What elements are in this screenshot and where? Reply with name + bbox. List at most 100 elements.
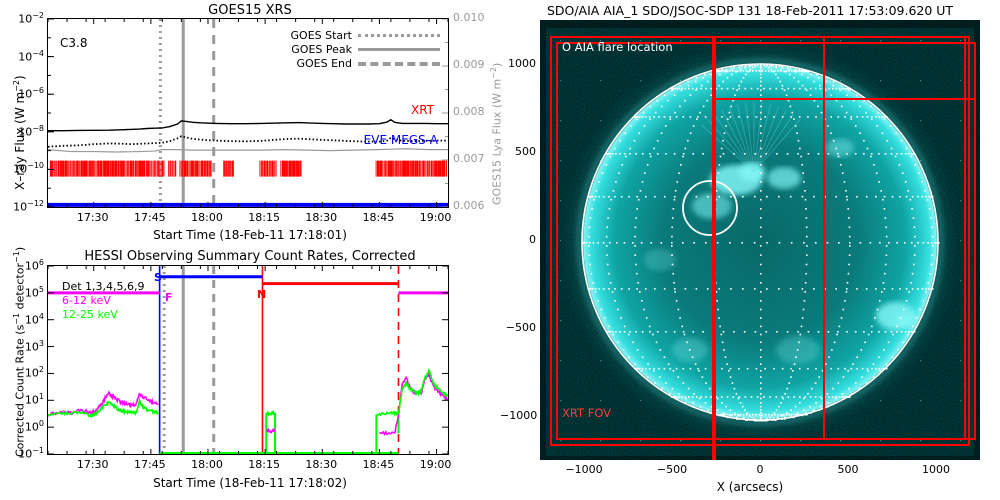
xrt-observation-tick (127, 161, 128, 177)
goes-xrs-panel: GOES15 XRS X–ray Flux (W m−2) GOES15 Lya… (0, 0, 500, 245)
xrt-observation-tick (446, 161, 447, 177)
xrt-observation-tick (147, 161, 149, 177)
image-y-tick: −1000 (500, 409, 536, 422)
goes-right-y-tick: 0.008 (453, 105, 485, 118)
xrt-observation-tick (84, 161, 86, 177)
goes-y-tick: 10−12 (2, 199, 44, 214)
xrt-observation-tick (380, 161, 381, 177)
hessi-state-marker-f: F (165, 291, 173, 304)
xrt-observation-tick (291, 161, 292, 177)
xrt-observation-tick (416, 161, 417, 177)
hessi-band-label-6-12: 6-12 keV (62, 294, 111, 307)
image-x-axis-label: X (arcsecs) (500, 480, 1000, 494)
goes-legend-swatch-peak (358, 48, 440, 51)
xrt-observation-tick (190, 161, 192, 177)
goes-right-y-tick: 0.010 (453, 11, 485, 24)
xrt-observation-tick (378, 161, 379, 177)
xrt-observation-tick (76, 161, 77, 177)
xrt-observation-tick (396, 161, 397, 177)
goes-series-0 (48, 120, 448, 131)
xrt-observation-tick (432, 161, 433, 177)
xrt-observation-tick (155, 161, 156, 177)
xrt-observation-tick (101, 161, 102, 177)
xrt-observation-tick (209, 161, 210, 177)
goes-y-tick: 10−4 (2, 49, 44, 64)
aia-flare-location-label: O AIA flare location (562, 40, 673, 54)
xrt-observation-tick (116, 161, 117, 177)
hessi-band-label-12-25: 12-25 keV (62, 308, 118, 321)
hessi-series-3 (267, 412, 275, 415)
xrt-observation-tick (385, 161, 386, 177)
xrt-observation-tick (94, 161, 95, 177)
xrt-observation-tick (262, 161, 263, 177)
xrt-observation-tick (67, 161, 68, 177)
hessi-x-tick: 18:00 (185, 458, 229, 471)
xrt-observation-tick (150, 161, 151, 177)
xrt-observation-tick (200, 161, 201, 177)
xrt-observation-tick (390, 161, 392, 177)
xrt-observation-tick (151, 161, 152, 177)
xrt-observation-tick (420, 161, 421, 177)
hessi-series-2 (267, 429, 275, 432)
xrt-observation-tick (154, 161, 155, 177)
xrt-observation-tick (193, 161, 194, 177)
xrt-observation-tick (434, 161, 435, 177)
xrt-observation-tick (72, 161, 73, 177)
xrt-observation-tick (403, 161, 405, 177)
xrt-observation-tick (146, 161, 147, 177)
goes-legend-swatch-start (358, 34, 440, 37)
xrt-observation-tick (411, 161, 412, 177)
xrt-observation-tick (66, 161, 67, 177)
xrt-observation-tick (440, 161, 441, 177)
xrt-observation-tick (105, 161, 106, 177)
xrt-observation-tick (104, 161, 106, 177)
xrt-observation-tick (179, 161, 180, 177)
image-y-tick: 0 (500, 233, 536, 246)
xrt-observation-tick (227, 161, 228, 177)
xrt-observation-tick (74, 161, 75, 177)
hessi-panel: HESSI Observing Summary Count Rates, Cor… (0, 245, 500, 500)
xrt-observation-tick (280, 161, 281, 177)
xrt-observation-tick (397, 161, 398, 177)
goes-right-y-tick: 0.007 (453, 152, 485, 165)
xrt-observation-tick (436, 161, 437, 177)
xrt-observation-tick (299, 161, 301, 177)
goes-x-tick: 18:15 (242, 211, 286, 224)
xrt-observation-tick (405, 161, 406, 177)
xrt-observation-tick (65, 161, 67, 177)
xrt-observation-tick (423, 161, 424, 177)
xrt-fov-vertical-line-far-right (964, 36, 966, 440)
xrt-observation-tick (172, 161, 173, 177)
goes-right-y-tick: 0.006 (453, 199, 485, 212)
xrt-fov-vertical-line-right (823, 36, 825, 440)
xrt-observation-tick (276, 161, 277, 177)
xrt-fov-label: XRT FOV (562, 406, 611, 420)
xrt-observation-tick (90, 161, 91, 177)
image-x-tick: 0 (732, 463, 788, 476)
xrt-observation-tick (198, 161, 199, 177)
xrt-observation-tick (134, 161, 135, 177)
xrt-observation-tick (171, 161, 172, 177)
goes-legend-label-peak: GOES Peak (291, 43, 352, 56)
xrt-observation-tick (53, 161, 54, 177)
xrt-observation-tick (62, 161, 63, 177)
xrt-observation-tick (230, 161, 231, 177)
goes-y-tick: 10−6 (2, 86, 44, 101)
hessi-panel-title: HESSI Observing Summary Count Rates, Cor… (0, 249, 500, 264)
xrt-observation-tick (442, 161, 443, 177)
xrt-observation-tick (78, 161, 79, 177)
xrt-observation-tick (112, 161, 113, 177)
xrt-observation-tick (295, 161, 296, 177)
goes-legend-swatch-end (358, 62, 440, 66)
xrt-observation-tick (188, 161, 189, 177)
xrt-observation-tick (59, 161, 60, 177)
xrt-observation-tick (208, 161, 209, 177)
xrt-observation-tick (51, 161, 53, 177)
xrt-observation-tick (88, 161, 89, 177)
goes-x-tick: 18:45 (356, 211, 400, 224)
image-x-tick: 500 (820, 463, 876, 476)
xrt-observation-tick (269, 161, 270, 177)
xrt-observation-tick (389, 161, 390, 177)
xrt-observation-tick (111, 161, 112, 177)
xrt-observation-tick (175, 161, 176, 177)
